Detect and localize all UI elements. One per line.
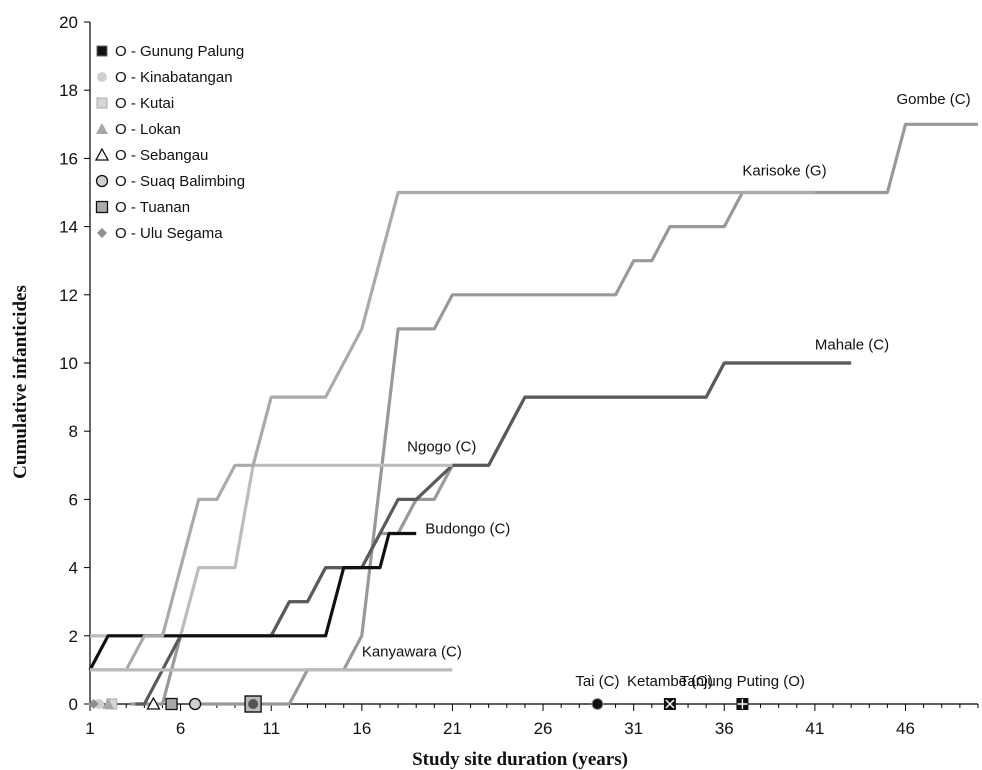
points-layer <box>88 695 749 713</box>
y-tick-label: 8 <box>69 422 78 441</box>
x-tick-label: 31 <box>624 719 643 738</box>
x-tick-label: 36 <box>715 719 734 738</box>
x-tick-label: 6 <box>176 719 185 738</box>
legend-label: O - Sebangau <box>115 147 208 164</box>
y-tick-label: 16 <box>59 149 78 168</box>
y-tick-label: 10 <box>59 354 78 373</box>
legend-marker <box>102 698 115 709</box>
series-layer <box>88 122 978 706</box>
series-label: Budongo (C) <box>425 521 510 538</box>
y-tick-label: 4 <box>69 559 78 578</box>
legend-marker <box>165 697 178 711</box>
series-line <box>90 190 815 672</box>
legend-marker <box>97 72 107 82</box>
y-tick-label: 0 <box>69 695 78 714</box>
y-axis-title: Cumulative infanticides <box>10 285 31 479</box>
series-line <box>189 122 978 706</box>
y-tick-label: 20 <box>59 13 78 32</box>
y-tick-label: 12 <box>59 286 78 305</box>
series-line <box>135 361 852 706</box>
x-tick-label: 26 <box>534 719 553 738</box>
site-label: Tai (C) <box>575 673 619 690</box>
legend-label: O - Gunung Palung <box>115 43 244 60</box>
legend-marker <box>95 200 109 214</box>
legend-marker <box>94 699 105 709</box>
legend: O - Gunung Palung O - Kinabatangan O - Kut… <box>94 43 245 242</box>
site-marker <box>591 698 604 710</box>
legend-marker <box>146 696 161 710</box>
x-tick-label: 41 <box>805 719 824 738</box>
labels-layer: Gombe (C) Karisoke (G) Mahale (C) Ngogo (C)… <box>362 91 971 690</box>
legend-marker <box>96 123 108 134</box>
site-label: Tanjung Puting (O) <box>680 673 805 690</box>
legend-label: O - Suaq Balimbing <box>115 173 245 190</box>
x-tick-label: 11 <box>262 719 280 738</box>
y-tick-label: 6 <box>69 490 78 509</box>
site-marker-plus <box>737 699 748 709</box>
legend-label: O - Lokan <box>115 121 181 138</box>
series-label: Kanyawara (C) <box>362 643 462 660</box>
legend-label: O - Ulu Segama <box>115 225 223 242</box>
legend-marker <box>95 174 109 188</box>
x-tick-label: 16 <box>352 719 371 738</box>
legend-marker <box>94 147 110 161</box>
site-label: Ketambe (O) <box>627 673 713 690</box>
legend-marker <box>96 45 108 57</box>
legend-label: O - Kinabatangan <box>115 69 233 86</box>
legend-marker <box>96 97 108 109</box>
x-tick-label: 46 <box>896 719 915 738</box>
y-tick-label: 14 <box>59 218 78 237</box>
series-label: Mahale (C) <box>815 336 889 353</box>
legend-label: O - Tuanan <box>115 199 190 216</box>
site-marker <box>248 699 259 709</box>
legend-label: O - Kutai <box>115 95 174 112</box>
legend-marker <box>188 697 202 711</box>
series-line <box>90 463 453 638</box>
x-tick-label: 21 <box>443 719 462 738</box>
series-label: Ngogo (C) <box>407 439 476 456</box>
y-tick-label: 18 <box>59 81 78 100</box>
y-tick-label: 2 <box>69 627 78 646</box>
series-label: Karisoke (G) <box>742 162 826 179</box>
site-marker-x <box>665 699 675 709</box>
series-label: Gombe (C) <box>896 91 970 108</box>
x-tick-label: 1 <box>85 719 94 738</box>
legend-marker <box>97 228 107 238</box>
x-axis-title: Study site duration (years) <box>412 749 628 770</box>
legend-marker <box>88 699 99 709</box>
